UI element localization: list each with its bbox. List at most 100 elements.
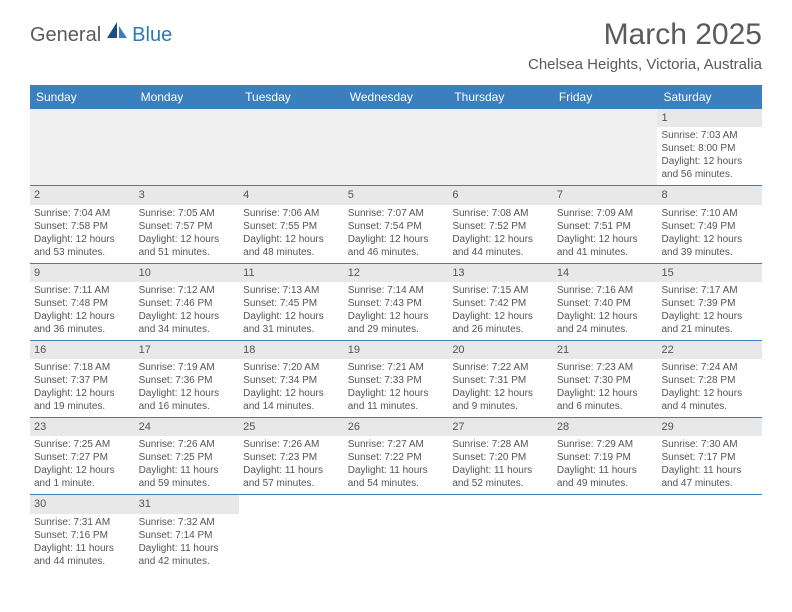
sunset-text: Sunset: 7:51 PM	[557, 220, 654, 233]
week-row: 9Sunrise: 7:11 AMSunset: 7:48 PMDaylight…	[30, 264, 762, 341]
day-header-cell: Monday	[135, 85, 240, 109]
daylight-text: and 52 minutes.	[452, 477, 549, 490]
sunset-text: Sunset: 7:45 PM	[243, 297, 340, 310]
daylight-text: and 4 minutes.	[661, 400, 758, 413]
day-number: 6	[448, 186, 553, 204]
sunrise-text: Sunrise: 7:14 AM	[348, 284, 445, 297]
day-number: 28	[553, 418, 658, 436]
day-number: 7	[553, 186, 658, 204]
daylight-text: and 24 minutes.	[557, 323, 654, 336]
day-number: 31	[135, 495, 240, 513]
daylight-text: and 29 minutes.	[348, 323, 445, 336]
sunset-text: Sunset: 7:17 PM	[661, 451, 758, 464]
daylight-text: and 51 minutes.	[139, 246, 236, 259]
day-number: 8	[657, 186, 762, 204]
day-number: 2	[30, 186, 135, 204]
day-number: 17	[135, 341, 240, 359]
daylight-text: Daylight: 12 hours	[661, 310, 758, 323]
day-cell: 1Sunrise: 7:03 AMSunset: 8:00 PMDaylight…	[657, 109, 762, 185]
sunrise-text: Sunrise: 7:16 AM	[557, 284, 654, 297]
logo: General Blue	[30, 22, 172, 49]
daylight-text: and 44 minutes.	[34, 555, 131, 568]
day-cell: 3Sunrise: 7:05 AMSunset: 7:57 PMDaylight…	[135, 186, 240, 262]
day-cell: 18Sunrise: 7:20 AMSunset: 7:34 PMDayligh…	[239, 341, 344, 417]
sunset-text: Sunset: 7:55 PM	[243, 220, 340, 233]
daylight-text: and 41 minutes.	[557, 246, 654, 259]
sunset-text: Sunset: 7:19 PM	[557, 451, 654, 464]
sunrise-text: Sunrise: 7:26 AM	[243, 438, 340, 451]
day-header-cell: Thursday	[448, 85, 553, 109]
empty-cell	[30, 109, 135, 185]
daylight-text: Daylight: 12 hours	[452, 310, 549, 323]
empty-cell	[239, 109, 344, 185]
day-number: 12	[344, 264, 449, 282]
daylight-text: Daylight: 12 hours	[34, 464, 131, 477]
day-cell: 12Sunrise: 7:14 AMSunset: 7:43 PMDayligh…	[344, 264, 449, 340]
day-cell: 23Sunrise: 7:25 AMSunset: 7:27 PMDayligh…	[30, 418, 135, 494]
week-row: 30 Sunrise: 7:31 AMSunset: 7:16 PM Dayligh…	[30, 495, 762, 571]
daylight-text: and 46 minutes.	[348, 246, 445, 259]
day-number: 30	[30, 495, 135, 513]
day-cell: 8Sunrise: 7:10 AMSunset: 7:49 PMDaylight…	[657, 186, 762, 262]
day-header-cell: Tuesday	[239, 85, 344, 109]
day-header-cell: Saturday	[657, 85, 762, 109]
empty-cell	[448, 109, 553, 185]
daylight-text: Daylight: 12 hours	[557, 387, 654, 400]
sunset-text: Sunset: 7:16 PM	[34, 529, 131, 542]
day-number: 9	[30, 264, 135, 282]
sunrise-text: Sunrise: 7:21 AM	[348, 361, 445, 374]
sunrise-text: Sunrise: 7:29 AM	[557, 438, 654, 451]
daylight-text: Daylight: 12 hours	[661, 387, 758, 400]
sunset-text: Sunset: 7:48 PM	[34, 297, 131, 310]
day-number: 19	[344, 341, 449, 359]
daylight-text: and 31 minutes.	[243, 323, 340, 336]
day-number: 13	[448, 264, 553, 282]
day-number: 4	[239, 186, 344, 204]
empty-cell	[344, 495, 449, 571]
sunrise-text: Sunrise: 7:15 AM	[452, 284, 549, 297]
week-row: 2Sunrise: 7:04 AMSunset: 7:58 PMDaylight…	[30, 186, 762, 263]
day-cell: 30Sunrise: 7:31 AMSunset: 7:16 PMDayligh…	[30, 495, 135, 571]
daylight-text: Daylight: 12 hours	[139, 310, 236, 323]
day-number: 5	[344, 186, 449, 204]
empty-cell	[239, 495, 344, 571]
day-number: 26	[344, 418, 449, 436]
sunset-text: Sunset: 8:00 PM	[661, 142, 758, 155]
sunset-text: Sunset: 7:46 PM	[139, 297, 236, 310]
sunrise-text: Sunrise: 7:17 AM	[661, 284, 758, 297]
sunrise-text: Sunrise: 7:03 AM	[661, 129, 758, 142]
daylight-text: and 57 minutes.	[243, 477, 340, 490]
day-cell: 6Sunrise: 7:08 AMSunset: 7:52 PMDaylight…	[448, 186, 553, 262]
day-cell: 19Sunrise: 7:21 AMSunset: 7:33 PMDayligh…	[344, 341, 449, 417]
daylight-text: Daylight: 11 hours	[139, 464, 236, 477]
day-cell: 4Sunrise: 7:06 AMSunset: 7:55 PMDaylight…	[239, 186, 344, 262]
sunrise-text: Sunrise: 7:24 AM	[661, 361, 758, 374]
title-block: March 2025 Chelsea Heights, Victoria, Au…	[528, 18, 762, 79]
daylight-text: Daylight: 11 hours	[139, 542, 236, 555]
daylight-text: Daylight: 12 hours	[661, 155, 758, 168]
daylight-text: Daylight: 12 hours	[557, 310, 654, 323]
day-cell: 10Sunrise: 7:12 AMSunset: 7:46 PMDayligh…	[135, 264, 240, 340]
header: General Blue March 2025 Chelsea Heights,…	[0, 0, 792, 85]
day-cell: 27Sunrise: 7:28 AMSunset: 7:20 PMDayligh…	[448, 418, 553, 494]
day-cell: 17Sunrise: 7:19 AMSunset: 7:36 PMDayligh…	[135, 341, 240, 417]
daylight-text: and 26 minutes.	[452, 323, 549, 336]
daylight-text: Daylight: 12 hours	[243, 387, 340, 400]
daylight-text: and 44 minutes.	[452, 246, 549, 259]
sunrise-text: Sunrise: 7:23 AM	[557, 361, 654, 374]
day-number: 15	[657, 264, 762, 282]
daylight-text: Daylight: 11 hours	[243, 464, 340, 477]
day-cell: 25Sunrise: 7:26 AMSunset: 7:23 PMDayligh…	[239, 418, 344, 494]
daylight-text: and 39 minutes.	[661, 246, 758, 259]
daylight-text: Daylight: 12 hours	[348, 310, 445, 323]
sunrise-text: Sunrise: 7:22 AM	[452, 361, 549, 374]
empty-cell	[135, 109, 240, 185]
empty-cell	[553, 109, 658, 185]
sunrise-text: Sunrise: 7:31 AM	[34, 516, 131, 529]
sunrise-text: Sunrise: 7:30 AM	[661, 438, 758, 451]
sunrise-text: Sunrise: 7:05 AM	[139, 207, 236, 220]
sunrise-text: Sunrise: 7:18 AM	[34, 361, 131, 374]
sunset-text: Sunset: 7:36 PM	[139, 374, 236, 387]
day-cell: 14Sunrise: 7:16 AMSunset: 7:40 PMDayligh…	[553, 264, 658, 340]
sunset-text: Sunset: 7:34 PM	[243, 374, 340, 387]
